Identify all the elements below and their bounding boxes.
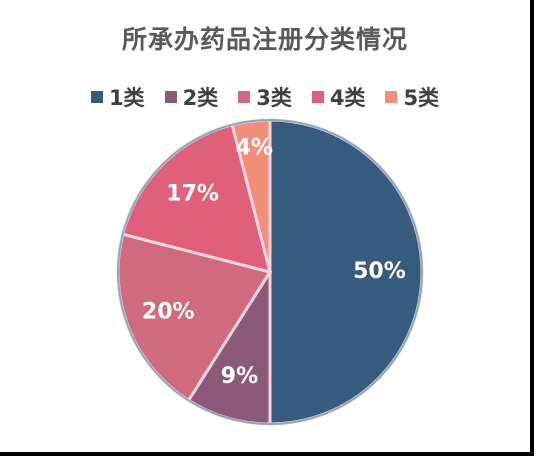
slice-label-3: 20%	[142, 299, 195, 324]
pie-chart: 50% 9% 20% 17% 4%	[116, 118, 424, 426]
legend-item-2: 2类	[164, 82, 219, 112]
legend-item-5: 5类	[385, 82, 439, 112]
pie-outline	[117, 119, 423, 425]
legend-item-1: 1类	[90, 82, 145, 112]
slice-label-1: 50%	[353, 259, 406, 284]
legend-label-5: 5类	[403, 86, 440, 110]
legend-swatch-4	[311, 91, 324, 103]
chart-frame: 所承办药品注册分类情况 1类 2类 3类 4类 5类 50% 9% 20% 17% 4%	[0, 0, 534, 456]
legend-swatch-1	[90, 91, 103, 103]
slice-label-4: 17%	[166, 182, 219, 207]
legend-label-2: 2类	[182, 86, 219, 110]
legend-label-1: 1类	[108, 86, 145, 110]
legend-item-3: 3类	[238, 82, 292, 112]
slice-label-2: 9%	[221, 364, 258, 389]
legend-swatch-5	[385, 91, 398, 103]
legend-swatch-2	[164, 91, 177, 103]
legend-item-4: 4类	[311, 82, 366, 112]
legend-label-4: 4类	[329, 86, 366, 110]
slice-label-5: 4%	[236, 135, 273, 160]
chart-legend: 1类 2类 3类 4类 5类	[0, 82, 530, 112]
legend-swatch-3	[238, 91, 251, 103]
chart-title: 所承办药品注册分类情况	[121, 25, 408, 54]
legend-label-3: 3类	[256, 86, 292, 110]
